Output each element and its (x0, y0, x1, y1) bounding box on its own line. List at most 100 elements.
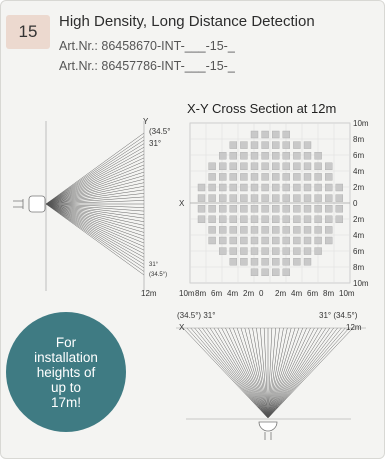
detection-zone-square (229, 162, 237, 170)
detection-zone-square (229, 215, 237, 224)
detection-zone-square (293, 226, 301, 234)
detection-zone-square (229, 257, 237, 266)
detection-zone-square (335, 194, 344, 202)
side-fan-ray (45, 154, 145, 205)
bottom-tick-label: 10m (339, 289, 355, 298)
detection-zone-square (229, 152, 237, 160)
detection-zone-square (324, 194, 333, 202)
bottom-tick-label: 8m (195, 289, 207, 298)
detection-zone-square (293, 194, 301, 202)
detection-zone-square (261, 162, 269, 170)
detection-zone-square (219, 194, 227, 202)
detection-zone-square (303, 194, 312, 202)
side-fan-ray (45, 203, 145, 254)
detection-zone-square (208, 194, 216, 202)
side-fan-ray (45, 203, 145, 219)
detection-zone-square (271, 268, 280, 277)
cone-ray (267, 327, 276, 419)
detection-zone-square (282, 215, 291, 224)
detection-zone-square (240, 173, 248, 181)
cone-ray (213, 327, 269, 419)
detection-zone-square (282, 183, 291, 192)
cone-ray (267, 327, 342, 419)
detection-zone-square (229, 141, 237, 149)
side-fan-ray (45, 203, 145, 240)
detection-zone-square (282, 204, 291, 213)
cone-ray (263, 327, 269, 419)
detection-zone-square (293, 247, 301, 255)
cone-ray (267, 327, 296, 419)
detection-zone-square (240, 204, 248, 213)
detection-zone-square (208, 173, 216, 181)
detection-zone-square (293, 141, 301, 149)
detection-zone-square (324, 215, 333, 224)
detection-zone-square (240, 183, 248, 192)
bottom-tick-label: 2m (275, 289, 287, 298)
detection-zone-square (240, 152, 248, 160)
sensor-plug-icon (13, 199, 24, 209)
detection-zone-square (261, 130, 269, 139)
cone-ray (267, 327, 346, 419)
side-fan-ray (45, 203, 145, 215)
detection-zone-square (293, 162, 301, 170)
detection-zone-square (240, 257, 248, 266)
cone-ray (267, 327, 327, 419)
detection-zone-square (303, 247, 312, 255)
detection-zone-square (219, 152, 227, 160)
installation-height-callout: For installation heights of up to 17m! (6, 312, 126, 432)
cone-ray (267, 327, 319, 419)
detection-zone-square (219, 236, 227, 245)
cone-ray (267, 327, 354, 419)
detection-zone-square (261, 141, 269, 149)
cone-left-angles: (34.5°) 31° (177, 311, 216, 320)
detection-zone-square (324, 173, 333, 181)
detection-zone-square (261, 247, 269, 255)
callout-line-2: installation (34, 349, 98, 365)
detection-zone-square (271, 215, 280, 224)
detection-zone-square (293, 215, 301, 224)
detection-zone-square (324, 236, 333, 245)
detection-zone-square (271, 226, 280, 234)
cone-ray (225, 327, 269, 419)
detection-zone-square (271, 204, 280, 213)
detection-zone-square (240, 247, 248, 255)
side-fan-ray (45, 157, 145, 205)
detection-zone-square (219, 183, 227, 192)
side-fan-ray (45, 168, 145, 205)
side-fan-ray (45, 189, 145, 205)
article-number-1: Art.Nr.: 86458670-INT-___-15-_ (59, 39, 235, 53)
detection-zone-square (229, 247, 237, 255)
detection-zone-square (240, 162, 248, 170)
bottom-tick-label: 6m (211, 289, 223, 298)
side-fan-ray (45, 147, 145, 205)
cone-ray (267, 327, 323, 419)
detection-zone-square (208, 183, 216, 192)
detection-zone-square (303, 152, 312, 160)
detection-zone-square (335, 215, 344, 224)
cross-section-grid (189, 122, 351, 284)
cone-diagram (176, 327, 366, 440)
side-fan-ray (45, 164, 145, 205)
detection-zone-square (250, 268, 259, 277)
detection-zone-square (293, 173, 301, 181)
detection-zone-square (229, 173, 237, 181)
ceiling-sensor-icon (258, 421, 278, 432)
detection-zone-square (282, 247, 291, 255)
cone-ray (267, 327, 303, 419)
cone-ray (194, 327, 269, 419)
side-fan-ray (45, 150, 145, 205)
side-fan-ray (45, 203, 145, 222)
detection-zone-square (282, 236, 291, 245)
side-angle-bot-a: 31° (149, 262, 159, 268)
detection-zone-square (271, 257, 280, 266)
detection-zone-square (303, 204, 312, 213)
cone-ray (267, 327, 300, 419)
cross-section-title: X-Y Cross Section at 12m (187, 101, 337, 116)
detection-zone-square (250, 130, 259, 139)
detection-zone-square (250, 247, 259, 255)
bottom-tick-label: 0 (259, 289, 264, 298)
side-fan-ray (45, 203, 145, 237)
bottom-tick-label: 8m (323, 289, 335, 298)
side-fan-ray (45, 203, 145, 261)
side-fan-ray (45, 143, 145, 205)
